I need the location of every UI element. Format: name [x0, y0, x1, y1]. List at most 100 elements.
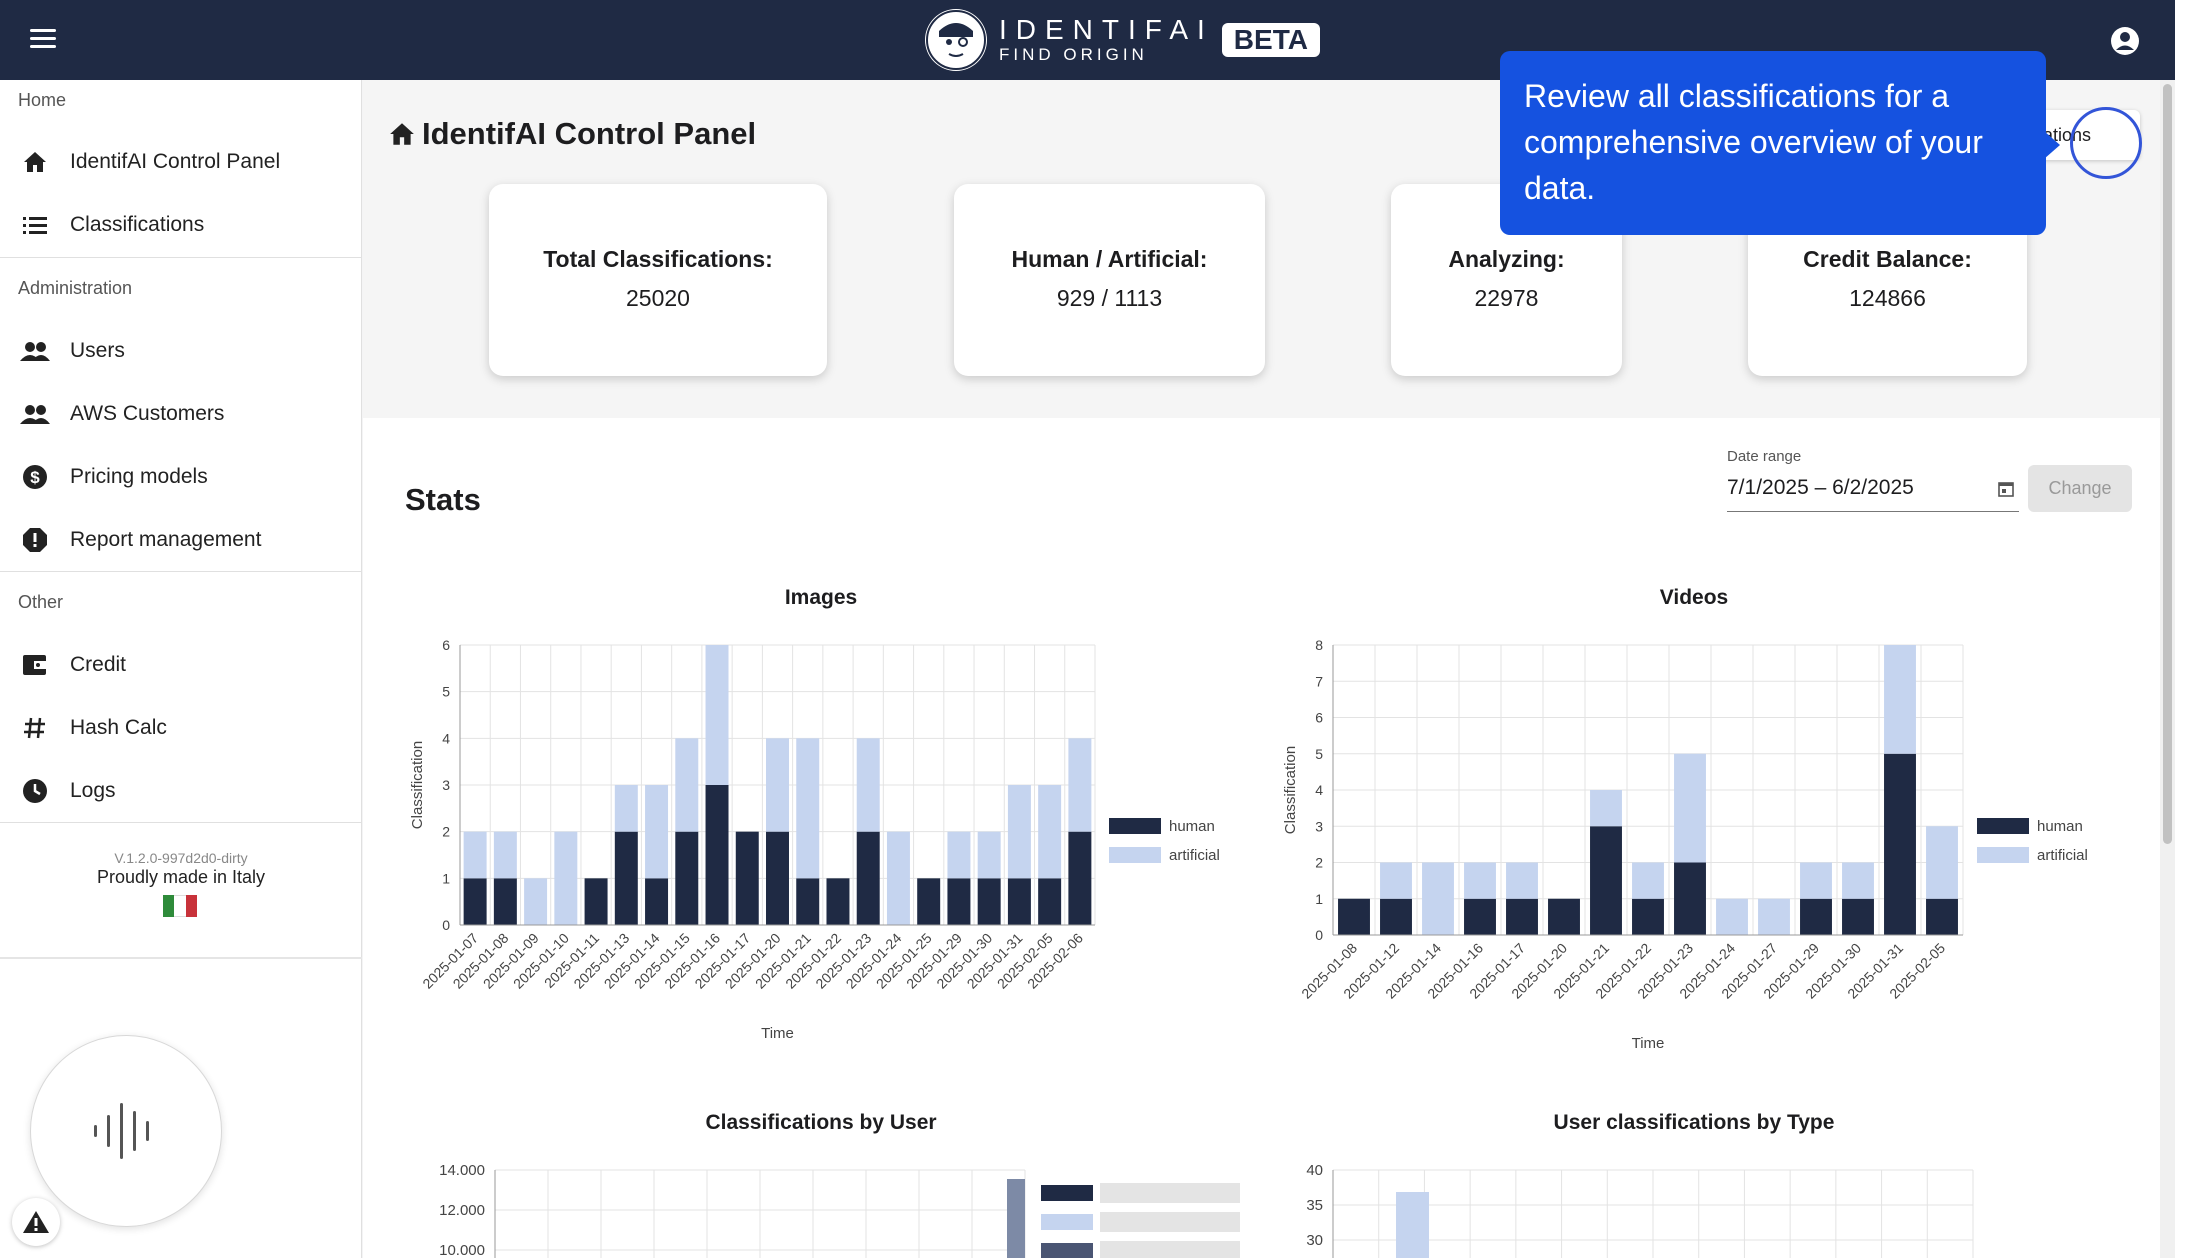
home-icon: [0, 150, 70, 174]
y-tick-label: 10.000: [439, 1242, 485, 1258]
bar-human: [463, 878, 487, 925]
card-total-classifications: Total Classifications: 25020: [489, 184, 827, 376]
account-icon[interactable]: [2110, 26, 2140, 56]
legend-swatch: [1977, 847, 2029, 863]
bar-artificial: [1716, 898, 1748, 935]
logo-subtitle: FIND ORIGIN: [999, 45, 1148, 64]
logo-title: IDENTIFAI: [999, 14, 1214, 45]
sidebar-section-home: Home: [18, 90, 67, 110]
sidebar-item-users[interactable]: Users: [0, 322, 362, 380]
sidebar-item-report-management[interactable]: Report management: [0, 511, 362, 569]
tour-highlight[interactable]: [2070, 107, 2142, 179]
chart-title-by-type: User classifications by Type: [1553, 1111, 1835, 1134]
x-axis-label: Time: [1632, 1035, 1665, 1052]
sidebar-item-aws-customers[interactable]: AWS Customers: [0, 385, 362, 443]
sidebar-item-logs[interactable]: Logs: [0, 762, 362, 820]
card-title: Analyzing:: [1448, 246, 1565, 272]
divider: [0, 957, 362, 959]
bar-artificial: [947, 831, 971, 879]
sidebar-item-hash-calc[interactable]: Hash Calc: [0, 699, 362, 757]
y-tick-label: 4: [442, 730, 450, 746]
sidebar-section-administration: Administration: [18, 278, 133, 298]
tooltip-arrow: [2044, 131, 2060, 159]
sidebar-section-other: Other: [18, 592, 64, 612]
sidebar-item-pricing-models[interactable]: $ Pricing models: [0, 448, 362, 506]
window-edge: [2175, 0, 2190, 1258]
sidebar-item-classifications[interactable]: Classifications: [0, 196, 362, 254]
legend-label-redacted: [1100, 1212, 1240, 1232]
beta-badge: BETA: [1221, 23, 1320, 57]
sidebar-item-label: Hash Calc: [70, 716, 167, 739]
bar-human: [705, 785, 729, 925]
y-tick-label: 3: [1315, 818, 1323, 834]
bar-artificial: [1800, 862, 1832, 899]
bar-artificial: [977, 831, 1001, 879]
bar-human: [1380, 898, 1412, 935]
y-tick-label: 5: [442, 684, 450, 700]
bar-artificial: [1590, 790, 1622, 827]
bar-artificial: [463, 831, 487, 879]
card-value: 25020: [626, 285, 690, 311]
page-title: IdentifAI Control Panel: [388, 116, 756, 152]
legend-swatch: [1109, 818, 1161, 834]
date-range-value: 7/1/2025 – 6/2/2025: [1727, 476, 1914, 499]
bar-artificial: [493, 831, 517, 879]
bar-artificial: [886, 831, 910, 925]
bar-human: [1464, 898, 1496, 935]
bar-human: [675, 831, 699, 925]
change-button[interactable]: Change: [2028, 465, 2132, 512]
scrollbar-thumb[interactable]: [2163, 84, 2172, 844]
y-tick-label: 30: [1306, 1232, 1323, 1249]
legend-swatch: [1041, 1214, 1093, 1230]
divider: [0, 257, 362, 258]
bar-artificial: [1842, 862, 1874, 899]
wallet-icon: [0, 653, 70, 677]
bar-artificial: [796, 738, 820, 879]
bar-artificial: [1422, 862, 1454, 935]
bar-artificial: [675, 738, 699, 832]
sidebar-item-label: IdentifAI Control Panel: [70, 150, 281, 173]
svg-text:$: $: [30, 468, 40, 487]
tour-tooltip[interactable]: Review all classifications for a compreh…: [1500, 51, 2046, 235]
logo-face-icon: [925, 9, 987, 71]
y-tick-label: 3: [442, 777, 450, 793]
bar-human: [1007, 878, 1031, 925]
classifications-by-user-chart: 10.000 12.000 14.000: [439, 1162, 1240, 1258]
legend-label: human: [1169, 818, 1215, 835]
calendar-icon[interactable]: [1997, 480, 2015, 498]
legend-swatch: [1977, 818, 2029, 834]
y-tick-label: 35: [1306, 1197, 1323, 1214]
identifai-logo[interactable]: IDENTIFAI FIND ORIGIN BETA: [925, 8, 1320, 72]
videos-chart: 0123456782025-01-082025-01-122025-01-142…: [1282, 637, 2088, 1052]
card-value: 929 / 1113: [1056, 285, 1163, 311]
bar-human: [1884, 753, 1916, 935]
menu-icon[interactable]: [26, 24, 60, 58]
page-title-text: IdentifAI Control Panel: [422, 116, 757, 151]
sidebar-item-label: Users: [70, 339, 125, 362]
legend-label-redacted: [1100, 1183, 1240, 1203]
chart-title-videos: Videos: [1659, 586, 1729, 609]
bar-artificial: [1926, 826, 1958, 899]
bar-human: [1926, 898, 1958, 935]
classifications-by-type-chart: 30 35 40: [1306, 1162, 1974, 1258]
dollar-icon: $: [0, 464, 70, 490]
bar-artificial: [1506, 862, 1538, 899]
people-icon: [0, 404, 70, 424]
sidebar-item-credit[interactable]: Credit: [0, 636, 362, 694]
legend-swatch: [1041, 1185, 1093, 1201]
scrollbar[interactable]: [2160, 80, 2175, 1258]
y-tick-label: 6: [1315, 710, 1323, 726]
date-range-input[interactable]: 7/1/2025 – 6/2/2025: [1727, 472, 2019, 512]
list-icon: [0, 215, 70, 235]
card-human-artificial: Human / Artificial: 929 / 1113: [954, 184, 1265, 376]
voice-assistant-button[interactable]: [30, 1035, 222, 1227]
bar-artificial: [705, 645, 729, 785]
y-tick-label: 1: [442, 870, 450, 886]
bar-human: [917, 878, 941, 925]
warning-icon[interactable]: [12, 1198, 60, 1246]
sidebar-item-control-panel[interactable]: IdentifAI Control Panel: [0, 133, 362, 191]
bar-human: [977, 878, 1001, 925]
x-axis-label: Time: [761, 1025, 794, 1042]
card-title: Credit Balance:: [1803, 246, 1972, 272]
legend-swatch: [1109, 847, 1161, 863]
